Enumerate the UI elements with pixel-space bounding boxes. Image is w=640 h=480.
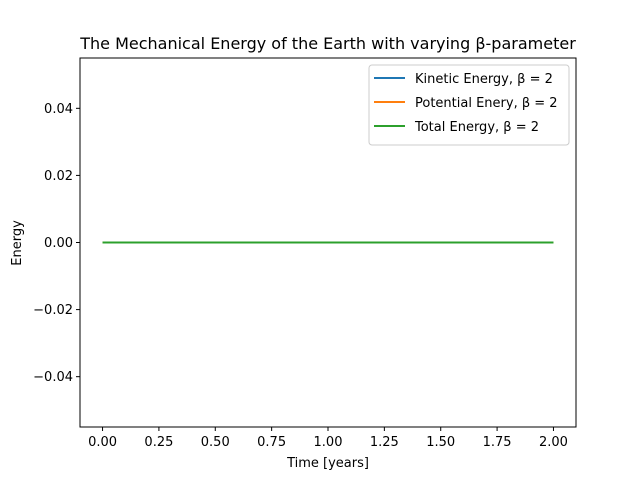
y-tick-label: −0.04 [33, 370, 73, 385]
x-tick-label: 0.50 [201, 435, 230, 450]
x-tick-label: 0.25 [144, 435, 173, 450]
y-tick-label: 0.00 [44, 236, 73, 251]
x-tick-label: 0.00 [88, 435, 117, 450]
x-axis-title: Time [years] [286, 456, 369, 471]
legend-label-3: Total Energy, β = 2 [414, 120, 539, 135]
chart-title: The Mechanical Energy of the Earth with … [79, 34, 576, 53]
legend: Kinetic Energy, β = 2 Potential Enery, β … [368, 64, 570, 146]
x-tick-label: 0.75 [257, 435, 286, 450]
x-tick-label: 2.00 [539, 435, 568, 450]
legend-label-2: Potential Enery, β = 2 [415, 96, 558, 111]
y-tick-label: 0.04 [44, 102, 73, 117]
plot-frame [79, 57, 577, 428]
x-tick-label: 1.75 [483, 435, 512, 450]
x-axis-ticks: 0.00 0.25 0.50 0.75 1.00 1.25 1.50 1.75 2.00 [88, 427, 568, 450]
legend-box [368, 64, 570, 146]
y-tick-label: 0.02 [44, 169, 73, 184]
y-axis-title: Energy [10, 220, 25, 266]
legend-label-1: Kinetic Energy, β = 2 [415, 72, 553, 87]
x-tick-label: 1.00 [314, 435, 343, 450]
y-axis-ticks: −0.04 −0.02 0.00 0.02 0.04 [33, 102, 80, 385]
x-tick-label: 1.25 [370, 435, 399, 450]
y-tick-label: −0.02 [33, 303, 73, 318]
x-tick-label: 1.50 [426, 435, 455, 450]
